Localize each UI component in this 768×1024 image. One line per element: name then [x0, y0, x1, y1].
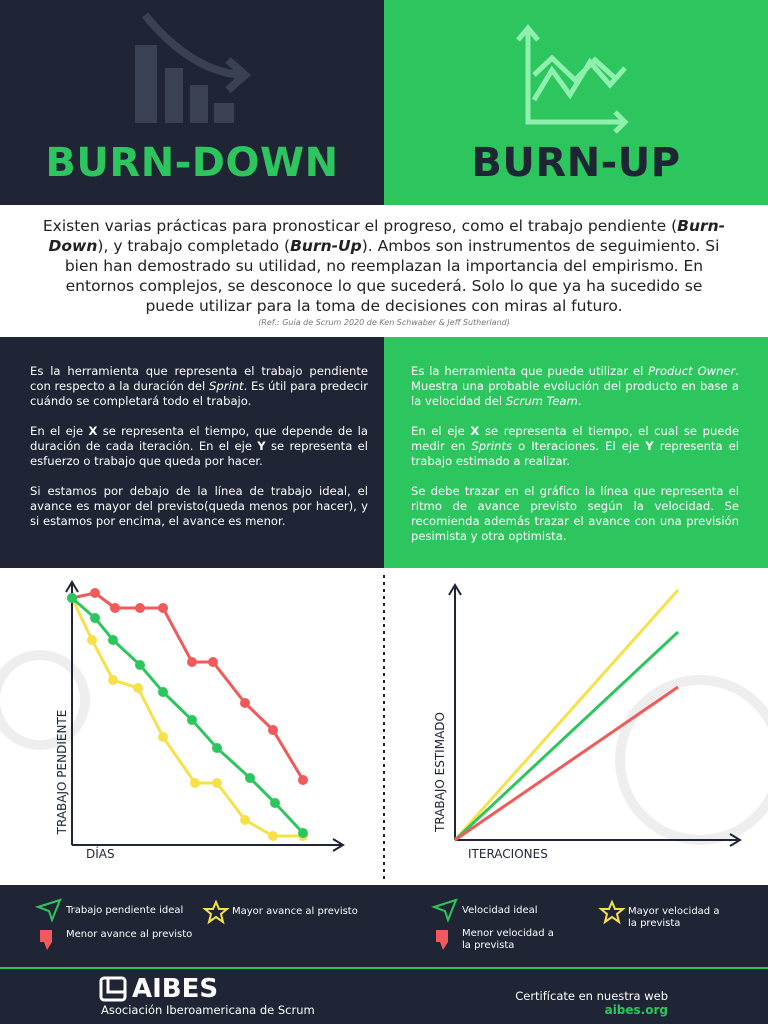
text: se representa el tiempo, que depende de …	[30, 424, 368, 453]
emphasis: Scrum Team	[505, 394, 578, 408]
x-axis-label: ITERACIONES	[468, 847, 548, 861]
emphasis: Burn-Up	[290, 237, 362, 255]
footer-divider	[0, 967, 768, 969]
emphasis: Product Owner	[648, 364, 736, 378]
legend-entry: Mayor avance al previsto	[232, 906, 358, 917]
website[interactable]: aibes.org	[604, 1003, 668, 1017]
x-axis-label: DÍAS	[86, 846, 115, 861]
legend-entry: Trabajo pendiente ideal	[66, 905, 184, 916]
text: se representa el tiempo, el cual se pued…	[411, 424, 739, 453]
text: representa el trabajo estimado a realiza…	[411, 439, 739, 468]
text: En el eje	[411, 424, 471, 438]
text: ). Ambos son instrumentos de seguimiento…	[64, 237, 720, 315]
text: . Es útil para predecir cuándo se comple…	[30, 379, 368, 408]
desc-right-bg	[384, 337, 768, 568]
header-right	[384, 0, 768, 205]
text: Se debe trazar en el gráfico la línea qu…	[411, 484, 739, 543]
left-title: BURN-DOWN	[45, 140, 339, 186]
emphasis: Y	[645, 439, 654, 453]
cta: Certifícate en nuestra web	[515, 989, 668, 1003]
left-description: Es la herramienta que representa el trab…	[30, 364, 368, 544]
text: .	[577, 394, 582, 408]
paragraph: En el eje X se representa el tiempo, el …	[411, 424, 739, 469]
right-description: Es la herramienta que puede utilizar el …	[411, 364, 739, 559]
text: . Muestra una probable evolución del pro…	[411, 364, 739, 408]
emphasis: Sprints	[471, 439, 513, 453]
y-axis-label: TRABAJO ESTIMADO	[433, 712, 447, 833]
paragraph: Es la herramienta que puede utilizar el …	[411, 364, 739, 409]
brand: AIBES	[132, 974, 219, 1004]
emphasis: Y	[257, 439, 266, 453]
paragraph: Es la herramienta que representa el trab…	[30, 364, 368, 409]
paragraph: Si estamos por debajo de la línea de tra…	[30, 484, 368, 529]
paragraph: En el eje X se representa el tiempo, que…	[30, 424, 368, 469]
text: Si estamos por debajo de la línea de tra…	[30, 484, 368, 528]
intro: Existen varias prácticas para pronostica…	[40, 216, 728, 316]
desc-left-bg	[0, 337, 384, 568]
right-title: BURN-UP	[471, 140, 681, 186]
reference: (Ref.: Guía de Scrum 2020 de Ken Schwabe…	[258, 318, 510, 327]
brand-subtitle: Asociación Iberoamericana de Scrum	[101, 1003, 315, 1017]
legend-entry: Menor velocidad a la prevista	[462, 928, 554, 951]
text: En el eje	[30, 424, 89, 438]
text: Existen varias prácticas para pronostica…	[42, 217, 678, 235]
legend-entry: Velocidad ideal	[462, 905, 538, 916]
text: Es la herramienta que puede utilizar el	[411, 364, 649, 378]
legend-bar	[0, 885, 768, 1024]
emphasis: Burn-Down	[48, 217, 726, 255]
text: se representa el esfuerzo o trabajo que …	[30, 439, 369, 468]
emphasis: Sprint	[208, 379, 244, 393]
emphasis: X	[88, 424, 98, 438]
legend-entry: Menor avance al previsto	[66, 929, 193, 940]
text: o Iteraciones. El eje	[512, 439, 646, 453]
legend-entry: Mayor velocidad a la prevista	[628, 906, 720, 929]
text: Es la herramienta que representa el trab…	[30, 364, 368, 393]
text: ), y trabajo completado (	[97, 237, 291, 255]
emphasis: X	[470, 424, 480, 438]
paragraph: Se debe trazar en el gráfico la línea qu…	[411, 484, 739, 544]
y-axis-label: TRABAJO PENDIENTE	[55, 710, 69, 836]
